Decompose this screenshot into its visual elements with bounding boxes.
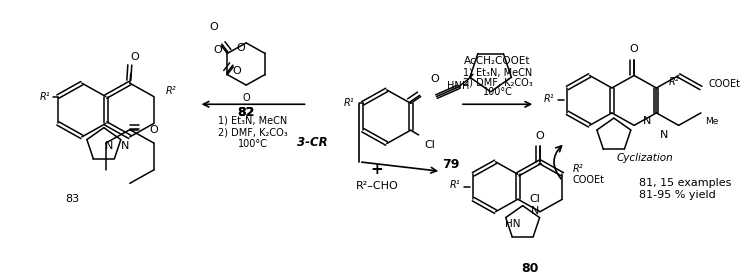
Text: 2) DMF, K₂CO₃: 2) DMF, K₂CO₃ bbox=[463, 77, 532, 87]
Text: HN: HN bbox=[506, 219, 521, 229]
Text: 81-95 % yield: 81-95 % yield bbox=[639, 190, 716, 200]
Text: O: O bbox=[130, 52, 139, 62]
Text: R²–CHO: R²–CHO bbox=[355, 181, 398, 191]
Text: 100°C: 100°C bbox=[482, 87, 513, 97]
Text: 1) Et₃N, MeCN: 1) Et₃N, MeCN bbox=[463, 67, 532, 77]
Text: N: N bbox=[104, 141, 113, 151]
Text: O: O bbox=[209, 22, 218, 32]
Text: R¹: R¹ bbox=[544, 94, 554, 104]
Text: HN: HN bbox=[448, 81, 462, 91]
Text: R¹: R¹ bbox=[344, 98, 355, 108]
Text: Cl: Cl bbox=[425, 140, 435, 150]
Text: N: N bbox=[531, 206, 539, 216]
Text: R²: R² bbox=[166, 86, 176, 96]
Text: 79: 79 bbox=[442, 158, 460, 171]
Text: 83: 83 bbox=[65, 194, 79, 205]
Text: R¹: R¹ bbox=[449, 180, 460, 190]
Text: 82: 82 bbox=[237, 106, 255, 119]
Text: O: O bbox=[150, 125, 158, 135]
Text: 81, 15 examples: 81, 15 examples bbox=[639, 178, 732, 188]
Text: 3-CR: 3-CR bbox=[296, 136, 327, 149]
Text: R¹: R¹ bbox=[39, 92, 50, 102]
Text: 80: 80 bbox=[522, 262, 539, 275]
Text: O: O bbox=[430, 74, 439, 84]
Text: O: O bbox=[232, 66, 241, 76]
Text: O: O bbox=[237, 43, 246, 54]
Text: R²: R² bbox=[572, 163, 583, 174]
Text: O: O bbox=[214, 45, 222, 55]
Text: 1) Et₃N, MeCN: 1) Et₃N, MeCN bbox=[218, 116, 288, 126]
Text: O: O bbox=[536, 131, 544, 141]
Text: Cyclization: Cyclization bbox=[616, 153, 673, 163]
Text: N: N bbox=[121, 141, 129, 151]
Text: H: H bbox=[462, 81, 469, 91]
Text: 82: 82 bbox=[237, 106, 255, 119]
Text: COOEt: COOEt bbox=[572, 175, 604, 185]
Text: R²: R² bbox=[668, 77, 679, 87]
Text: N: N bbox=[643, 116, 652, 126]
Text: Me: Me bbox=[705, 117, 718, 126]
Text: 2) DMF, K₂CO₃: 2) DMF, K₂CO₃ bbox=[218, 127, 288, 137]
Text: 100°C: 100°C bbox=[238, 139, 268, 149]
Text: Cl: Cl bbox=[530, 194, 541, 205]
Text: +: + bbox=[370, 162, 383, 177]
Text: O: O bbox=[630, 44, 639, 54]
Text: AcCH₂COOEt: AcCH₂COOEt bbox=[464, 56, 531, 66]
Text: COOEt: COOEt bbox=[709, 79, 741, 89]
Text: O: O bbox=[243, 93, 250, 103]
Text: N: N bbox=[659, 130, 668, 140]
